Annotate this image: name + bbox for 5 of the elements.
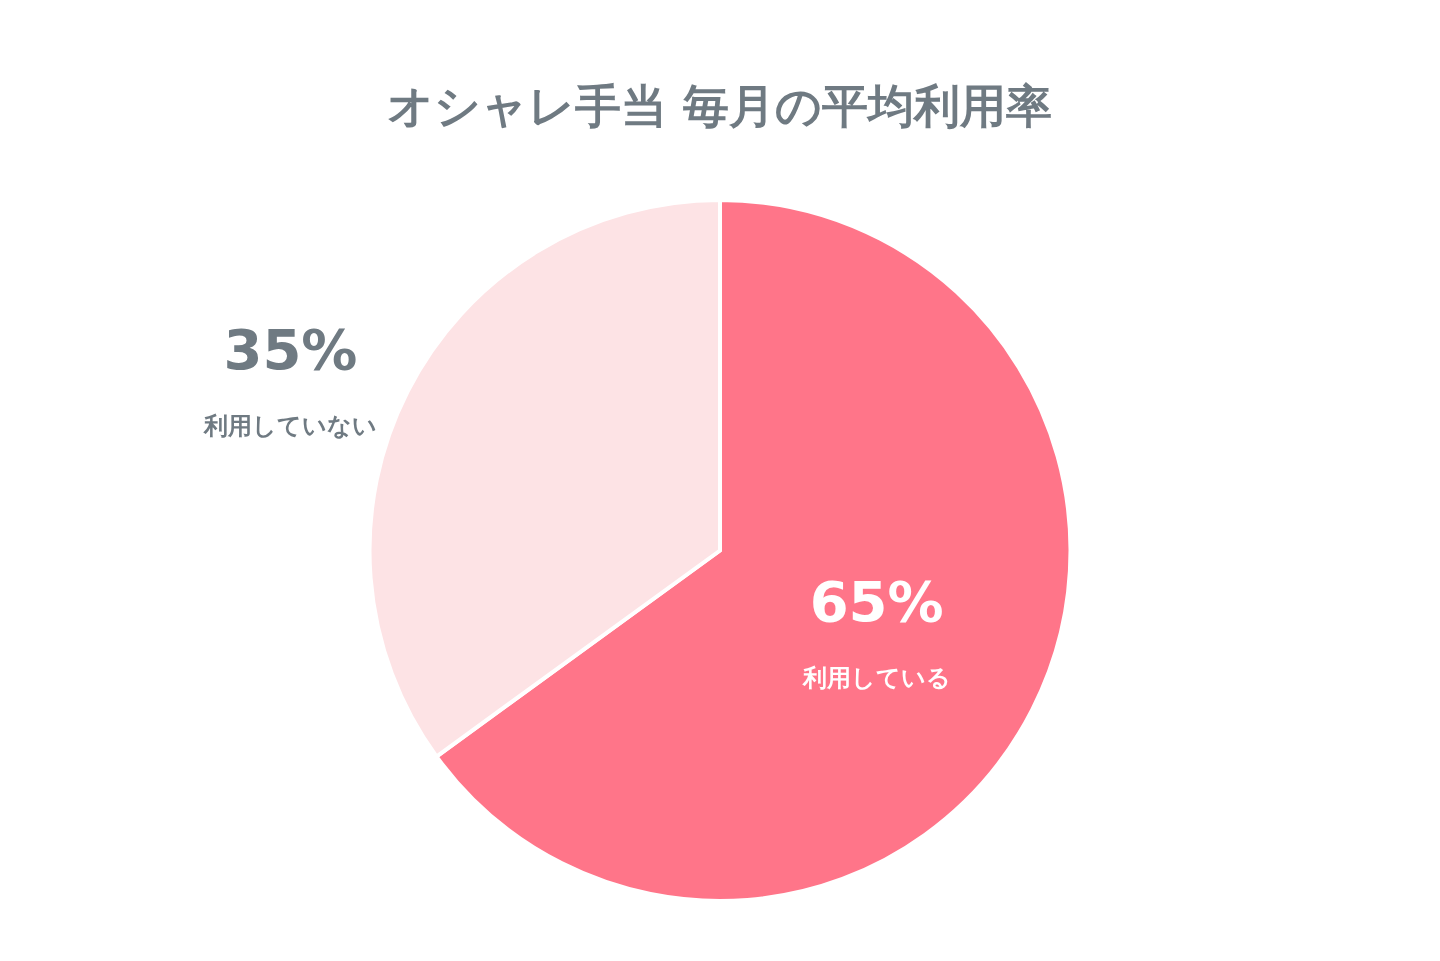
slice-label: 利用している <box>801 663 951 692</box>
slice-label: 利用していない <box>202 412 377 441</box>
data-label: 35% <box>223 317 358 383</box>
data-label: 65% <box>809 568 944 634</box>
chart-title: オシャレ手当 毎月の平均利用率 <box>387 78 1053 133</box>
